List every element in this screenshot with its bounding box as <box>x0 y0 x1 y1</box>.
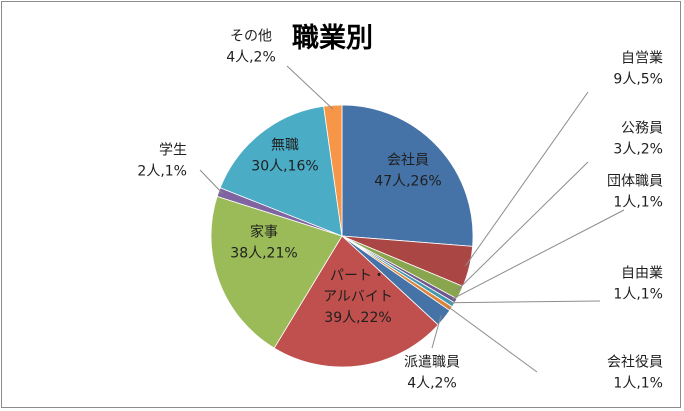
slice-count-label: 4人,2% <box>226 50 276 66</box>
slice-name: 会社員 <box>387 153 429 169</box>
slice-name: 家事 <box>250 224 278 241</box>
slice-label-4: 団体職員 1人,1% <box>607 174 663 211</box>
pie-slice-1 <box>341 104 474 247</box>
slice-name: パート・ <box>330 268 386 284</box>
slice-label-9: 家事 38人,21% <box>230 224 297 262</box>
slice-label-3: 公務員 3人,2% <box>613 121 663 158</box>
slice-count-label: 30人,16% <box>251 159 318 175</box>
pie-slice-12 <box>323 104 343 237</box>
slice-name: 派遣職員 <box>404 355 460 371</box>
slice-label-1: 会社員 47人,26% <box>374 153 441 190</box>
pie-slice-8 <box>273 235 439 368</box>
slice-count-label: 9人,5% <box>613 72 663 88</box>
slice-label-12: その他 4人,2% <box>226 29 276 66</box>
slice-label-7: 派遣職員 4人,2% <box>404 355 460 392</box>
slice-name: 学生 <box>159 143 187 159</box>
slice-label-10: 学生 2人,1% <box>137 143 187 180</box>
leader-line-6 <box>447 305 538 373</box>
leader-line-4 <box>452 209 625 300</box>
slice-name: 会社役員 <box>607 355 663 371</box>
slice-name: アルバイト <box>323 289 393 305</box>
slice-label-2: 自営業 9人,5% <box>613 51 663 88</box>
slice-name: 団体職員 <box>607 174 663 190</box>
pie-slice-9 <box>210 195 343 349</box>
slice-name: 自営業 <box>621 51 663 67</box>
leader-line-2 <box>465 91 589 267</box>
slice-count-label: 47人,26% <box>374 174 441 190</box>
slice-count-label: 1人,1% <box>613 376 663 392</box>
slice-count-label: 3人,2% <box>613 142 663 158</box>
slice-count-label: 4人,2% <box>407 376 457 392</box>
slice-count-label: 1人,1% <box>613 195 663 211</box>
slice-label-11: 無職 30人,16% <box>251 138 318 175</box>
slice-count-label: 1人,1% <box>613 287 663 303</box>
leader-line-3 <box>456 161 589 292</box>
slice-count-label: 2人,1% <box>137 164 187 180</box>
slice-label-5: 自由業 1人,1% <box>613 266 663 303</box>
slice-label-8: パート・アルバイト 39人,22% <box>323 268 393 326</box>
leader-line-10 <box>199 169 223 194</box>
slice-name: その他 <box>230 29 272 45</box>
slice-label-6: 会社役員 1人,1% <box>607 355 663 392</box>
slice-count-label: 38人,21% <box>230 246 297 262</box>
slice-name: 自由業 <box>621 266 663 282</box>
leader-line-7 <box>431 315 442 349</box>
slice-count-label: 39人,22% <box>324 310 391 326</box>
chart-title: 職業別 <box>292 23 373 54</box>
slice-name: 無職 <box>271 138 299 154</box>
slice-name: 公務員 <box>621 121 663 137</box>
leader-line-12 <box>286 65 334 110</box>
leader-line-5 <box>450 300 601 304</box>
pie-slice-11 <box>219 105 343 237</box>
